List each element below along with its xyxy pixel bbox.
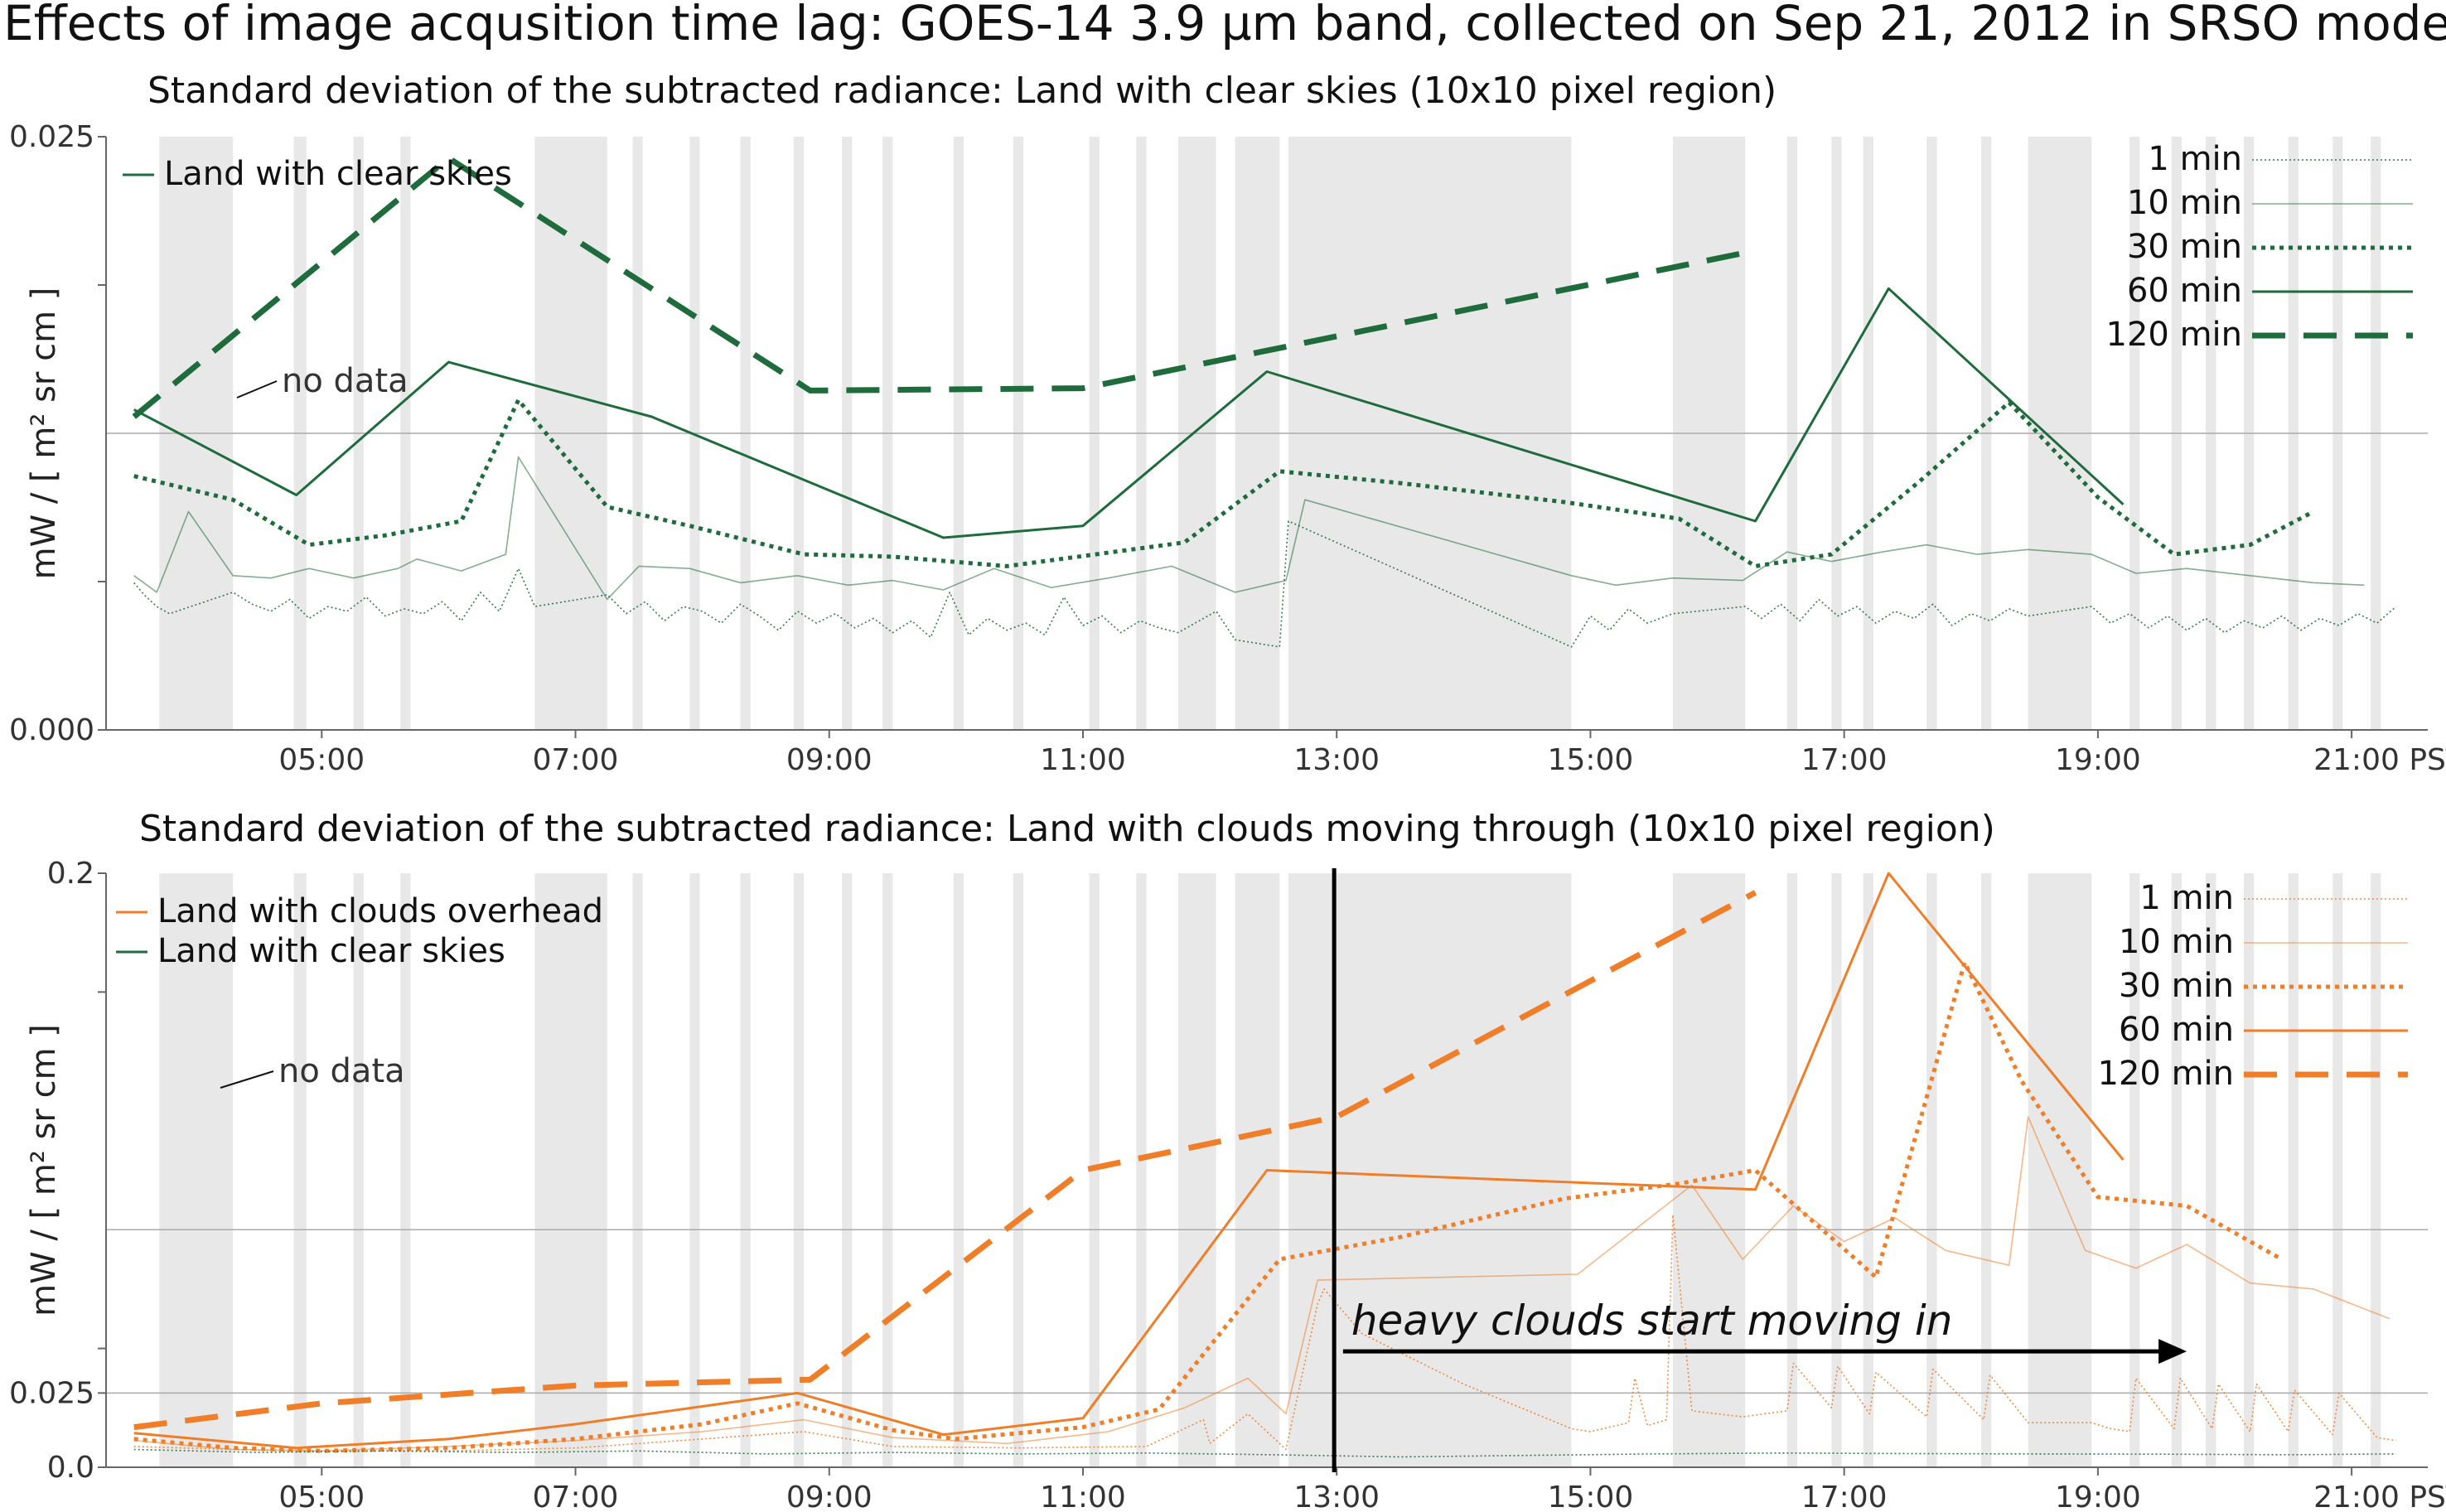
data-gap-band	[159, 873, 234, 1467]
legend-entry: 10 min	[2127, 184, 2242, 222]
data-gap-band	[793, 873, 805, 1467]
y-tick-label: 0.000	[9, 713, 94, 747]
x-tick-label: 13:00	[1293, 1481, 1380, 1512]
x-tick-label: 13:00	[1293, 743, 1380, 777]
y-tick-label: 0.0	[47, 1451, 94, 1485]
data-gap-band	[1831, 873, 1842, 1467]
data-gap-band	[842, 873, 853, 1467]
x-tick-label: 19:00	[2055, 1481, 2141, 1512]
data-gap-band	[882, 873, 893, 1467]
legend-entry: Land with clear skies	[164, 155, 512, 193]
series-line-30-min	[133, 960, 2284, 1453]
x-tick-label: 11:00	[1040, 743, 1126, 777]
data-gap-band	[2206, 873, 2216, 1467]
data-gap-band	[2288, 873, 2299, 1467]
chart-bottom: Standard deviation of the subtracted rad…	[9, 808, 2446, 1512]
x-tick-label: 15:00	[1548, 743, 1634, 777]
data-gap-band	[1926, 873, 1937, 1467]
legend-entry: 60 min	[2119, 1011, 2234, 1049]
series-line-10-min	[133, 456, 2365, 601]
legend-entry: 120 min	[2106, 316, 2243, 354]
y-tick-label: 0.025	[9, 1376, 94, 1410]
x-tick-label: 09:00	[786, 1481, 873, 1512]
data-gap-band	[689, 873, 700, 1467]
x-tick-label: 15:00	[1548, 1481, 1634, 1512]
x-tick-label: 11:00	[1040, 1481, 1126, 1512]
data-gap-band	[1288, 873, 1572, 1467]
legend-entry: 120 min	[2098, 1055, 2235, 1093]
y-axis-label: mW / [ m² sr cm ]	[25, 1024, 63, 1316]
legend-entry: Land with clouds overhead	[157, 892, 603, 930]
x-tick-label: 19:00	[2055, 743, 2141, 777]
data-gap-band	[534, 873, 607, 1467]
data-gap-band	[1177, 873, 1216, 1467]
series-line-30-min	[133, 398, 2315, 568]
data-gap-band	[2332, 873, 2343, 1467]
data-gap-band	[2371, 873, 2381, 1467]
legend-entry: 10 min	[2119, 923, 2234, 961]
x-tick-label: 09:00	[786, 743, 873, 777]
data-gap-band	[2028, 873, 2092, 1467]
series-line-10-min	[133, 1116, 2390, 1452]
x-tick-label: 17:00	[1801, 1481, 1888, 1512]
chart-top: Standard deviation of the subtracted rad…	[9, 70, 2446, 777]
series-line-60-min	[133, 872, 2125, 1450]
arrow-head	[2158, 1339, 2187, 1365]
y-axis-label: mW / [ m² sr cm ]	[25, 287, 63, 580]
data-gap-band	[632, 873, 643, 1467]
series-clear-skies-reference	[133, 1448, 2396, 1458]
data-gap-band	[2243, 873, 2255, 1467]
y-tick-label: 0.025	[9, 120, 94, 154]
annotation-text: heavy clouds start moving in	[1351, 1297, 1953, 1345]
x-tick-label: 05:00	[278, 743, 365, 777]
series-line-120-min	[132, 155, 1757, 419]
legend-entry: 30 min	[2119, 967, 2234, 1005]
legend-entry: 60 min	[2127, 272, 2242, 310]
x-tick-label: 05:00	[278, 1481, 365, 1512]
data-gap-band	[1863, 873, 1873, 1467]
data-gap-band	[953, 873, 964, 1467]
data-gap-band	[1786, 873, 1798, 1467]
x-tick-label: 21:00 PST	[2313, 743, 2446, 777]
x-tick-label: 07:00	[533, 1481, 619, 1512]
x-tick-label: 21:00 PST	[2313, 1481, 2446, 1512]
series-line-120-min	[133, 890, 1757, 1431]
no-data-pointer	[236, 380, 278, 399]
data-gap-band	[1013, 873, 1024, 1467]
data-gap-band	[293, 873, 307, 1467]
y-tick-label: 0.2	[47, 857, 94, 891]
data-gap-band	[353, 873, 364, 1467]
data-gap-band	[2129, 873, 2140, 1467]
series-line-1-min	[133, 1214, 2396, 1452]
x-tick-label: 17:00	[1801, 743, 1888, 777]
legend-entry: 1 min	[2148, 140, 2242, 178]
no-data-pointer	[220, 1070, 274, 1089]
legend-entry: 30 min	[2127, 228, 2242, 266]
data-gap-band	[740, 873, 751, 1467]
data-gap-band	[2171, 873, 2182, 1467]
series-line-60-min	[133, 287, 2125, 539]
legend-entry: Land with clear skies	[157, 932, 505, 970]
data-gap-band	[1672, 873, 1746, 1467]
legend-entry: 1 min	[2139, 879, 2234, 917]
data-gap-band	[400, 873, 411, 1467]
panel-title: Standard deviation of the subtracted rad…	[147, 70, 1776, 112]
no-data-label: no data	[278, 1052, 405, 1090]
panel-title: Standard deviation of the subtracted rad…	[139, 808, 1995, 850]
x-tick-label: 07:00	[533, 743, 619, 777]
figure-title: Effects of image acqusition time lag: GO…	[3, 0, 2446, 51]
series-line-1-min	[133, 520, 2397, 648]
data-gap-band	[1136, 873, 1147, 1467]
no-data-label: no data	[282, 362, 408, 400]
data-gap-band	[1981, 873, 1992, 1467]
